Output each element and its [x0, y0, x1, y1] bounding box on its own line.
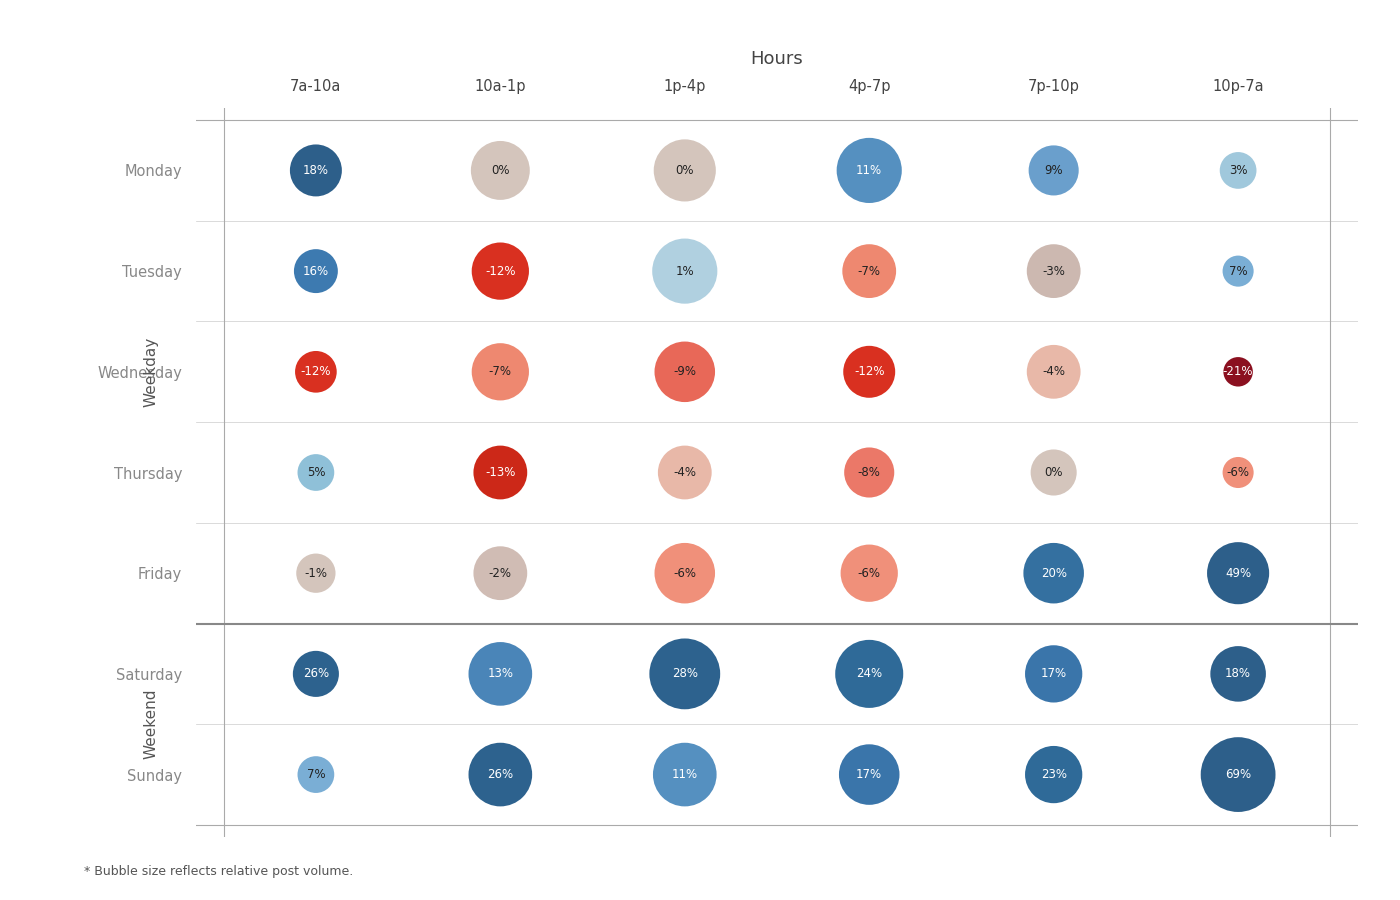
Point	[1043, 667, 1065, 681]
Text: 49%: 49%	[1225, 567, 1252, 580]
Point	[489, 364, 511, 379]
Text: 9%: 9%	[1044, 164, 1063, 177]
Text: -3%: -3%	[1042, 265, 1065, 277]
Point	[858, 364, 881, 379]
Text: 5%: 5%	[307, 466, 325, 479]
Text: -9%: -9%	[673, 365, 696, 378]
Point	[1226, 163, 1249, 177]
Point	[1226, 364, 1249, 379]
Text: -8%: -8%	[858, 466, 881, 479]
Text: Hours: Hours	[750, 50, 804, 68]
Text: 3%: 3%	[1229, 164, 1247, 177]
Text: 0%: 0%	[676, 164, 694, 177]
Text: -6%: -6%	[673, 567, 696, 580]
Text: 1%: 1%	[675, 265, 694, 277]
Text: -6%: -6%	[858, 567, 881, 580]
Text: 0%: 0%	[1044, 466, 1063, 479]
Point	[305, 163, 328, 177]
Point	[858, 264, 881, 278]
Text: 24%: 24%	[857, 668, 882, 680]
Point	[489, 465, 511, 480]
Point	[858, 465, 881, 480]
Text: 20%: 20%	[1040, 567, 1067, 580]
Point	[1226, 667, 1249, 681]
Text: 28%: 28%	[672, 668, 697, 680]
Text: 13%: 13%	[487, 668, 514, 680]
Point	[305, 264, 328, 278]
Point	[1043, 566, 1065, 580]
Text: 7%: 7%	[307, 768, 325, 781]
Point	[858, 768, 881, 782]
Text: 23%: 23%	[1040, 768, 1067, 781]
Text: -4%: -4%	[673, 466, 696, 479]
Point	[673, 163, 696, 177]
Text: 7%: 7%	[1229, 265, 1247, 277]
Text: -12%: -12%	[301, 365, 332, 378]
Text: -13%: -13%	[486, 466, 515, 479]
Text: -12%: -12%	[484, 265, 515, 277]
Point	[1226, 264, 1249, 278]
Point	[489, 264, 511, 278]
Text: -6%: -6%	[1226, 466, 1250, 479]
Point	[1226, 768, 1249, 782]
Text: Weekday: Weekday	[144, 337, 160, 407]
Text: 26%: 26%	[487, 768, 514, 781]
Point	[673, 264, 696, 278]
Point	[489, 566, 511, 580]
Text: -4%: -4%	[1042, 365, 1065, 378]
Point	[305, 566, 328, 580]
Text: Weekend: Weekend	[144, 689, 160, 760]
Point	[1043, 768, 1065, 782]
Text: 11%: 11%	[672, 768, 697, 781]
Point	[1043, 163, 1065, 177]
Point	[673, 566, 696, 580]
Point	[305, 667, 328, 681]
Point	[1043, 264, 1065, 278]
Point	[673, 768, 696, 782]
Point	[1226, 566, 1249, 580]
Text: 26%: 26%	[302, 668, 329, 680]
Text: 11%: 11%	[857, 164, 882, 177]
Text: -1%: -1%	[304, 567, 328, 580]
Text: -2%: -2%	[489, 567, 512, 580]
Point	[489, 163, 511, 177]
Text: -7%: -7%	[858, 265, 881, 277]
Point	[489, 768, 511, 782]
Text: 0%: 0%	[491, 164, 510, 177]
Point	[673, 667, 696, 681]
Point	[858, 163, 881, 177]
Point	[1226, 465, 1249, 480]
Text: -12%: -12%	[854, 365, 885, 378]
Text: 18%: 18%	[302, 164, 329, 177]
Point	[489, 667, 511, 681]
Text: * Bubble size reflects relative post volume.: * Bubble size reflects relative post vol…	[84, 865, 353, 878]
Text: 16%: 16%	[302, 265, 329, 277]
Point	[305, 465, 328, 480]
Point	[305, 768, 328, 782]
Text: -21%: -21%	[1222, 365, 1253, 378]
Point	[305, 364, 328, 379]
Text: 18%: 18%	[1225, 668, 1252, 680]
Text: 17%: 17%	[1040, 668, 1067, 680]
Point	[858, 566, 881, 580]
Point	[673, 364, 696, 379]
Text: -7%: -7%	[489, 365, 512, 378]
Point	[1043, 465, 1065, 480]
Text: 69%: 69%	[1225, 768, 1252, 781]
Point	[1043, 364, 1065, 379]
Point	[858, 667, 881, 681]
Point	[673, 465, 696, 480]
Text: 17%: 17%	[857, 768, 882, 781]
